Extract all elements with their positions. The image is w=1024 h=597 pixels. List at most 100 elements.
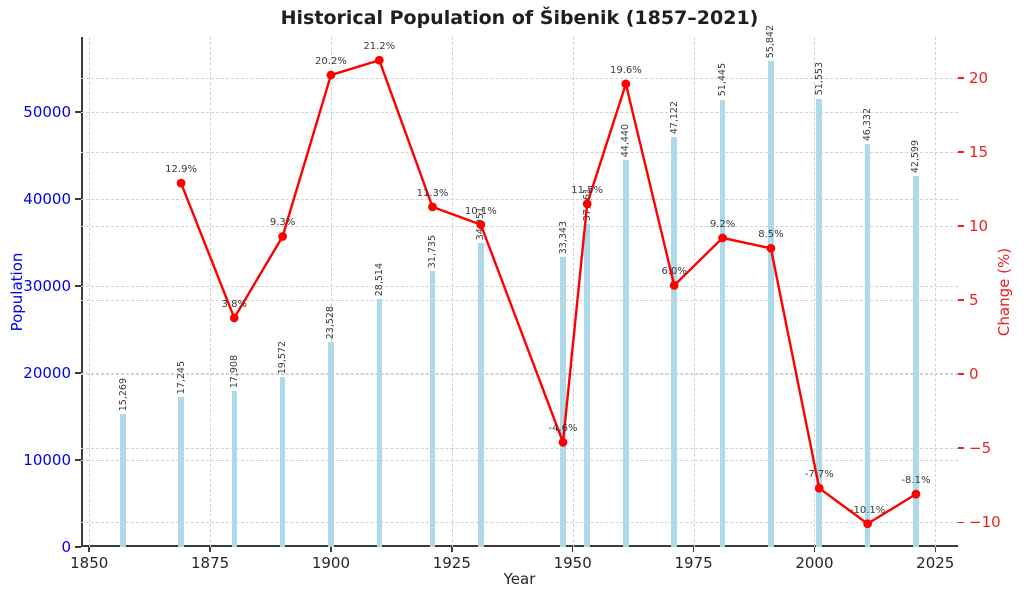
change-value-label: 6.0% [661,266,687,278]
x-gridline [935,37,937,547]
y-right-tick-label: 15 [969,143,989,162]
y-gridline-population [81,199,958,201]
y-right-tick-label: 20 [969,69,989,88]
population-bar [178,397,184,547]
chart-title: Historical Population of Šibenik (1857–2… [280,7,759,29]
x-gridline [451,37,453,547]
change-point [326,70,336,80]
y-right-tick [958,447,964,449]
y-gridline-population [81,373,958,375]
x-axis-label: Year [503,570,536,588]
change-point [278,232,288,241]
y-right-tick-label: −5 [969,439,992,458]
change-line [176,55,921,529]
x-tick-label: 1950 [553,554,592,572]
x-tick-label: 2000 [795,554,834,572]
change-value-label: 3.8% [221,298,247,310]
change-point [229,313,239,323]
y-left-tick-label: 40000 [23,190,71,209]
y-left-tick-label: 20000 [23,364,71,383]
change-value-label: -7.7% [804,469,834,481]
y-right-tick [958,151,964,153]
x-gridline [210,37,212,547]
x-tick [88,547,90,552]
y-right-tick [958,225,964,227]
change-value-label: 8.5% [758,229,784,241]
population-bar [120,414,126,547]
change-value-label: -10.1% [849,504,886,516]
y-right-tick-label: 0 [969,365,979,384]
population-bar [429,270,436,547]
plot-area [81,37,958,547]
y-left-tick-label: 10000 [23,451,71,470]
change-point [176,178,186,188]
population-bar [560,256,566,547]
y-right-tick-label: 10 [969,217,989,236]
y-left-tick [75,285,81,287]
y-gridline-change [81,152,958,154]
population-bar [376,298,383,547]
x-tick [451,547,453,552]
change-point [863,519,872,529]
population-bar [913,176,919,547]
y-gridline-population [81,460,958,462]
change-point [476,220,486,230]
y-gridline-change [81,374,958,376]
x-gridline [330,37,332,547]
x-gridline [814,37,816,547]
population-bar [719,99,726,547]
population-bar [768,61,774,547]
y-left-tick [75,372,81,374]
y-gridline-population [81,286,958,288]
change-line-path [179,59,917,525]
y-left-tick [75,198,81,200]
change-point [766,243,776,253]
y-gridline-change [81,78,958,80]
y-right-tick [958,373,964,375]
x-tick-label: 1925 [432,554,471,572]
change-value-label: 12.9% [165,164,197,176]
y-right-tick [958,77,964,79]
x-tick-label: 1900 [311,554,351,572]
y-right-tick-label: 5 [969,291,979,310]
x-gridline [572,37,574,547]
y-left-tick-label: 30000 [23,277,71,296]
y-right-tick-label: −10 [969,513,1001,532]
change-value-label: 21.2% [363,41,396,53]
change-point [428,202,437,212]
y-gridline-population [81,112,958,114]
change-value-label: 11.5% [571,184,604,196]
change-value-label: -8.1% [901,475,931,487]
y-right-tick [958,299,964,301]
change-point [911,489,921,499]
population-bar [584,223,590,547]
x-gridline [693,37,695,547]
change-value-label: 9.3% [269,217,296,229]
x-tick [813,547,816,552]
y-right-tick [958,521,964,524]
change-point [558,437,568,447]
y-left-tick-label: 0 [61,538,71,556]
population-bar [623,160,629,547]
change-point [669,280,679,290]
y-left-tick [75,111,81,113]
x-gridline [89,37,91,547]
y-gridline-change [81,448,958,450]
change-point [718,233,727,243]
y-left-tick [75,459,81,461]
x-tick [692,547,695,552]
population-bar [864,144,871,547]
x-tick [209,547,211,552]
y-gridline-change [81,300,958,302]
population-bar [478,242,484,547]
change-value-label: 9.2% [709,218,736,230]
change-value-label: 20.2% [315,56,347,68]
x-tick-label: 1850 [70,554,109,572]
y-gridline-change [81,522,958,524]
change-point [582,199,592,209]
y-axis-right-label: Change (%) [995,247,1013,337]
y-left-tick-label: 50000 [23,103,71,122]
change-value-label: 19.6% [609,64,642,76]
y-left-tick [75,546,81,548]
